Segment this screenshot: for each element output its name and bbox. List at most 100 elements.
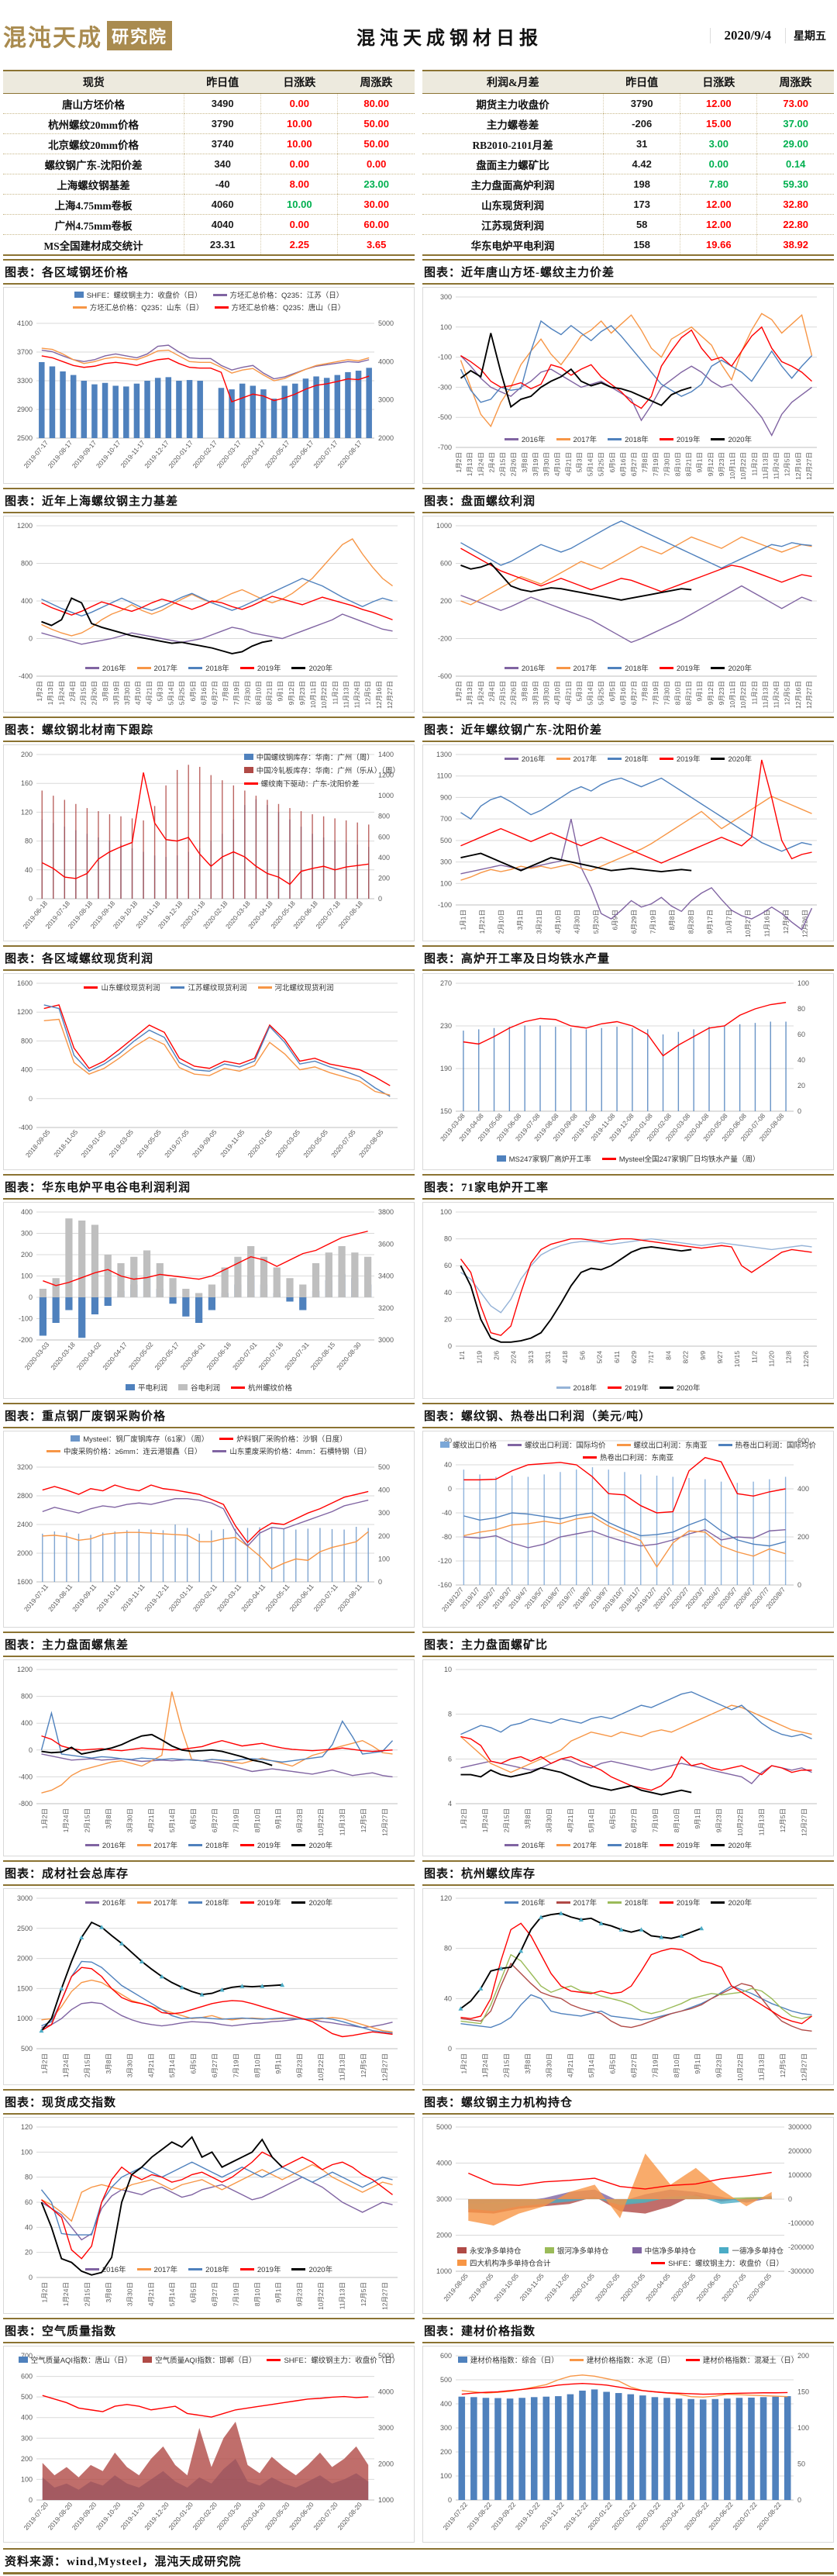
svg-text:500: 500: [21, 2045, 33, 2053]
svg-text:500: 500: [378, 1463, 390, 1471]
svg-text:10: 10: [444, 1666, 452, 1673]
legend-item: 2017年: [136, 2263, 177, 2274]
legend-item: 2017年: [136, 1897, 178, 1908]
svg-text:3月30日: 3月30日: [542, 452, 550, 476]
yesterday-value: 173: [603, 194, 680, 215]
svg-text:2019-08-05: 2019-08-05: [442, 2272, 470, 2303]
legend-item: 2020年: [711, 753, 752, 764]
svg-text:10月22日: 10月22日: [317, 2053, 325, 2081]
svg-text:150: 150: [440, 1107, 452, 1115]
legend-item: 2019年: [239, 662, 281, 673]
legend-label: 2019年: [676, 436, 701, 444]
table-row: 期货主力收盘价 3790 12.00 73.00: [422, 93, 834, 114]
row-label: 期货主力收盘价: [422, 93, 604, 114]
legend-label: 空气质量AQI指数：唐山（日）: [30, 2357, 133, 2365]
legend-label: 方坯汇总价格：Q235：唐山（日）: [231, 304, 346, 313]
chart-title: 图表：高炉开工率及日均铁水产量: [422, 945, 834, 971]
legend-item: 2017年: [556, 1897, 597, 1908]
week-change: 38.92: [756, 234, 834, 256]
table-row: 螺纹钢广东-沈阳价差 340 0.00 0.00: [3, 154, 415, 174]
svg-text:800: 800: [21, 560, 33, 568]
svg-text:11月13日: 11月13日: [757, 1808, 765, 1835]
legend-swatch-icon: [239, 666, 254, 669]
chart-svg: -400 0 400 800 1200 1月2日 1月13日 1月24日 2月4日 2月15日 2月…: [17, 522, 398, 709]
legend-item: 2019年: [239, 1839, 281, 1850]
table-row: RB2010-2101月差 31 3.00 29.00: [422, 133, 834, 154]
svg-text:2020-04-05: 2020-04-05: [644, 2272, 672, 2303]
legend-swatch-icon: [74, 292, 84, 298]
svg-text:100: 100: [440, 323, 452, 331]
chart-svg: 1000 2000 3000 4000 5000 -300000 -200000 -10000…: [436, 2123, 814, 2303]
legend-swatch-icon: [457, 2357, 467, 2363]
svg-text:12月5日: 12月5日: [779, 2053, 787, 2077]
legend-item: 方坯汇总价格：Q235：江苏（日）: [212, 289, 343, 300]
chart-legend: MS247家钢厂高炉开工率 Mysteel全国247家钢厂日均铁水产量（周）: [423, 1152, 833, 1165]
svg-text:10/15: 10/15: [733, 1351, 741, 1368]
svg-text:2020-06-16: 2020-06-16: [205, 1341, 232, 1372]
svg-text:5月25日: 5月25日: [598, 452, 605, 476]
svg-text:100: 100: [440, 1208, 452, 1216]
chart-cell-11: 图表：重点钢厂废钢采购价格 Mysteel：钢厂废钢库存（61家）（周） 炉料钢厂采…: [3, 1403, 415, 1628]
svg-text:400: 400: [440, 2400, 452, 2408]
svg-text:8月10日: 8月10日: [253, 2053, 261, 2077]
svg-text:800: 800: [21, 1037, 33, 1045]
svg-text:2月15日: 2月15日: [503, 1808, 511, 1832]
svg-text:80: 80: [797, 1005, 805, 1013]
legend-item: 平电利润: [125, 1382, 167, 1393]
svg-text:2月15日: 2月15日: [84, 1808, 91, 1832]
legend-label: 2017年: [573, 436, 598, 444]
svg-text:2020-03-11: 2020-03-11: [215, 1583, 243, 1613]
legend-item: 螺纹出口利润：国际均价: [507, 1439, 606, 1450]
source-footer: 资料来源：wind,Mysteel，混沌天成研究院: [3, 2548, 834, 2574]
legend-item: 2019年: [239, 2263, 281, 2274]
legend-item: 2018年: [608, 1897, 649, 1908]
legend-swatch-icon: [711, 1843, 725, 1846]
svg-text:300: 300: [21, 2434, 33, 2442]
svg-text:120: 120: [440, 1894, 452, 1902]
legend-swatch-icon: [608, 1901, 622, 1904]
legend-swatch-icon: [507, 1443, 522, 1446]
svg-text:2019-05-05: 2019-05-05: [135, 1128, 163, 1159]
legend-item: 2020年: [711, 1897, 752, 1908]
legend-label: 2020年: [728, 1842, 753, 1850]
chart-legend: 2016年 2017年 2018年 2019年 2020年: [4, 1895, 414, 1909]
svg-text:9月1日: 9月1日: [274, 2282, 282, 2302]
chart-cell-19: 图表：空气质量指数 0 100 200 300 400 500 600 700 1000 2000 3…: [3, 2318, 415, 2543]
legend-swatch-icon: [616, 1443, 631, 1446]
svg-text:9月12日: 9月12日: [707, 681, 715, 705]
week-change: 0.00: [337, 154, 415, 174]
legend-item: SHFE：螺纹钢主力：收盘价（日）: [651, 2257, 784, 2268]
legend-item: 2016年: [504, 1839, 546, 1850]
legend-label: 2017年: [153, 1899, 178, 1908]
legend-swatch-icon: [188, 1901, 203, 1904]
spot-col-day: 日涨跌: [260, 71, 338, 94]
legend-item: 永安净多单持仓: [457, 2245, 522, 2256]
svg-text:100: 100: [21, 2475, 33, 2483]
yesterday-value: -206: [603, 113, 680, 134]
legend-item: SHFE：螺纹钢主力：收盘价（日）: [74, 289, 202, 300]
date-value: 2020/9/4: [709, 28, 785, 43]
yesterday-value: 58: [603, 214, 680, 235]
svg-text:2月15日: 2月15日: [499, 681, 507, 705]
yesterday-value: -40: [184, 174, 261, 195]
svg-text:12月16日: 12月16日: [375, 681, 383, 709]
legend-label: 中信净多单持仓: [644, 2247, 697, 2256]
legend-label: 2016年: [102, 1899, 126, 1908]
week-change: 37.00: [756, 113, 834, 134]
yesterday-value: 158: [603, 234, 680, 256]
svg-text:12月27日: 12月27日: [805, 452, 813, 480]
chart-cell-10: 图表：71家电炉开工率 0 20 40 60 80 100 1/1 1/19 2/6 2/24 3/1…: [422, 1174, 834, 1399]
svg-text:1月2日: 1月2日: [455, 681, 463, 701]
chart-legend: 2016年 2017年 2018年 2019年 2020年: [423, 661, 833, 675]
table-row: MS全国建材成交统计 23.31 2.25 3.65: [3, 234, 415, 256]
legend-item: 2020年: [711, 433, 752, 444]
svg-text:400: 400: [378, 1487, 390, 1494]
legend-label: 建材价格指数：综合（日）: [470, 2357, 559, 2365]
svg-text:12/26: 12/26: [802, 1351, 810, 1368]
legend-item: 2018年: [556, 1382, 597, 1393]
legend-swatch-icon: [214, 306, 229, 309]
legend-item: 螺纹出口价格: [439, 1439, 497, 1450]
svg-text:4000: 4000: [436, 2160, 452, 2167]
chart-legend: 山东螺纹现货利润 江苏螺纹现货利润 河北螺纹现货利润: [4, 980, 414, 994]
